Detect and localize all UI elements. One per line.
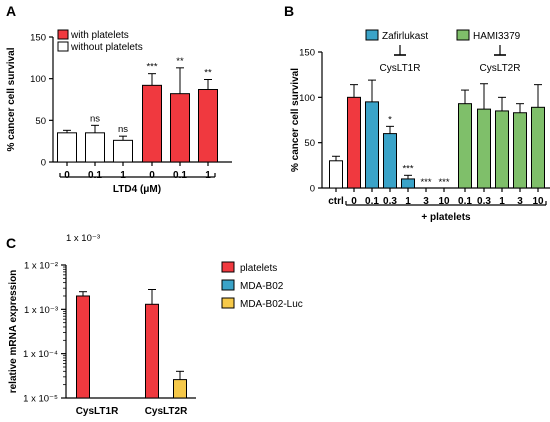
significance-label: ***	[146, 62, 157, 73]
bar	[347, 96, 361, 189]
x-tick-label: 0.1	[173, 170, 187, 181]
y-tick-label: 150	[299, 48, 315, 59]
bar	[57, 132, 77, 163]
legend-swatch	[57, 41, 69, 52]
legend-swatch	[57, 29, 69, 40]
x-tick-label: 0	[351, 196, 357, 207]
significance-label: *	[388, 114, 392, 125]
significance-label: **	[176, 56, 184, 67]
x-tick-label: 0	[64, 170, 70, 181]
significance-label: **	[204, 68, 212, 79]
group-label: + platelets	[421, 212, 471, 223]
bar	[198, 89, 218, 163]
significance-label: ***	[402, 163, 413, 174]
x-tick-label: 1	[120, 170, 126, 181]
legend-label: MDA-B02	[240, 281, 284, 292]
y-tick-label: 1 x 10⁻⁵	[23, 394, 58, 405]
significance-label: ***	[438, 177, 449, 188]
legend-label: platelets	[240, 263, 277, 274]
significance-label: ns	[118, 124, 128, 135]
x-tick-label: 3	[517, 196, 523, 207]
exponent-note: 1 x 10⁻³	[66, 233, 100, 244]
receptor-label: CysLT1R	[380, 63, 421, 74]
x-tick-label: 1	[405, 196, 411, 207]
y-axis-title: % cancer cell survival	[6, 47, 17, 151]
y-tick-label: 100	[299, 93, 315, 104]
y-tick-label: 0	[310, 184, 315, 195]
x-tick-label: CysLT1R	[76, 406, 119, 417]
bar	[76, 295, 90, 399]
y-tick-label: 50	[304, 138, 315, 149]
y-tick-label: 150	[30, 33, 46, 44]
bar	[531, 106, 545, 189]
significance-label: ***	[420, 177, 431, 188]
y-tick-label: 100	[30, 74, 46, 85]
bar	[383, 133, 397, 189]
legend-swatch	[221, 279, 235, 291]
bar	[85, 132, 105, 163]
x-axis-title: LTD4 (μM)	[113, 184, 161, 195]
legend-c: platelets MDA-B02 MDA-B02-Luc	[221, 261, 303, 310]
bar	[513, 112, 527, 189]
x-tick-label: CysLT2R	[145, 406, 188, 417]
x-tick-label: 0.1	[88, 170, 102, 181]
panel-label-b: B	[284, 3, 294, 19]
y-axis-title: % cancer cell survival	[290, 68, 301, 172]
y-tick-label: 1 x 10⁻⁴	[23, 349, 58, 360]
significance-label: ns	[90, 113, 100, 124]
panel-label-c: C	[6, 235, 16, 251]
legend-swatch	[456, 29, 470, 41]
x-tick-label: 0.1	[458, 196, 472, 207]
panel-label-a: A	[6, 3, 16, 19]
bar	[495, 110, 509, 189]
legend-label: HAMI3379	[473, 31, 521, 42]
x-tick-label: 0.1	[365, 196, 379, 207]
x-tick-label: ctrl	[328, 196, 344, 207]
legend-swatch	[221, 261, 235, 273]
y-tick-label: 0	[41, 158, 46, 169]
legend-label: with platelets	[70, 30, 129, 41]
bar	[477, 108, 491, 189]
x-tick-label: 0.3	[383, 196, 397, 207]
bar	[145, 303, 159, 399]
chart-panel-a: A 0 50 100 150 % cancer cell survival 0 0.1 1 0 0.…	[6, 3, 232, 195]
bar	[173, 379, 187, 399]
x-tick-label: 0.3	[477, 196, 491, 207]
y-tick-label: 1 x 10⁻³	[24, 305, 58, 316]
legend-label: Zafirlukast	[382, 31, 428, 42]
receptor-label: CysLT2R	[480, 63, 521, 74]
bar	[329, 160, 343, 189]
legend-swatch	[365, 29, 379, 41]
y-tick-label: 50	[35, 116, 46, 127]
legend-label: MDA-B02-Luc	[240, 299, 303, 310]
x-tick-label: 10	[532, 196, 544, 207]
y-tick-label: 1 x 10⁻²	[24, 261, 58, 272]
bar	[401, 178, 415, 189]
x-tick-label: 1	[499, 196, 505, 207]
bar	[458, 103, 472, 189]
x-tick-label: 10	[438, 196, 450, 207]
y-axis-title: relative mRNA expression	[8, 270, 19, 394]
bar	[142, 84, 162, 163]
bar	[170, 93, 190, 163]
x-tick-label: 0	[149, 170, 155, 181]
x-tick-label: 3	[423, 196, 429, 207]
legend-label: without platelets	[70, 42, 143, 53]
bar	[365, 101, 379, 189]
bar	[113, 139, 133, 163]
chart-panel-c: C 1 x 10⁻³ 1 x 10⁻⁵ 1 x 10⁻⁴ 1 x 10⁻³ 1 x 10⁻…	[6, 233, 303, 417]
chart-panel-b: B 0 50 100 150 % cancer cell survival ctrl 0 0.1…	[284, 3, 550, 223]
x-tick-label: 1	[205, 170, 211, 181]
legend-swatch	[221, 297, 235, 309]
legend-b: Zafirlukast CysLT1R HAMI3379 CysLT2R	[365, 29, 521, 74]
